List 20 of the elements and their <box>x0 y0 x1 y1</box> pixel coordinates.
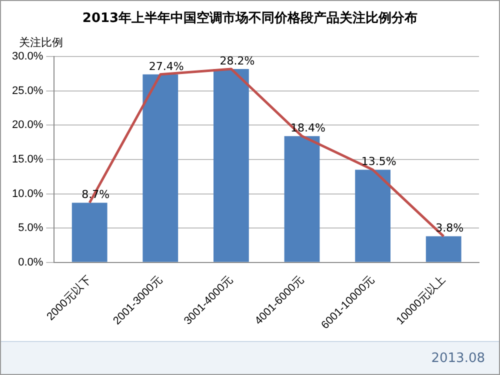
data-label: 27.4% <box>148 60 184 73</box>
y-tick-label: 25.0% <box>12 84 44 97</box>
bar <box>213 68 249 262</box>
y-tick-label: 20.0% <box>12 119 44 132</box>
bar <box>426 236 462 262</box>
text: 2013.08 <box>431 351 485 366</box>
bar <box>72 202 108 262</box>
y-tick-label: 0.0% <box>18 256 44 268</box>
y-tick-label: 15.0% <box>12 154 44 166</box>
y-axis-title: 关注比例 <box>19 35 63 50</box>
y-tick-label: 30.0% <box>12 50 44 63</box>
data-label: 3.8% <box>436 222 464 235</box>
y-tick-label: 5.0% <box>18 222 44 234</box>
bar <box>142 74 178 262</box>
chart-title: 2013年上半年中国空调市场不同价格段产品关注比例分布 <box>81 10 419 27</box>
y-tick-label: 10.0% <box>12 188 44 200</box>
data-label: 13.5% <box>361 155 396 168</box>
data-label: 28.2% <box>220 54 255 68</box>
bar <box>355 170 390 262</box>
bar <box>284 136 320 262</box>
